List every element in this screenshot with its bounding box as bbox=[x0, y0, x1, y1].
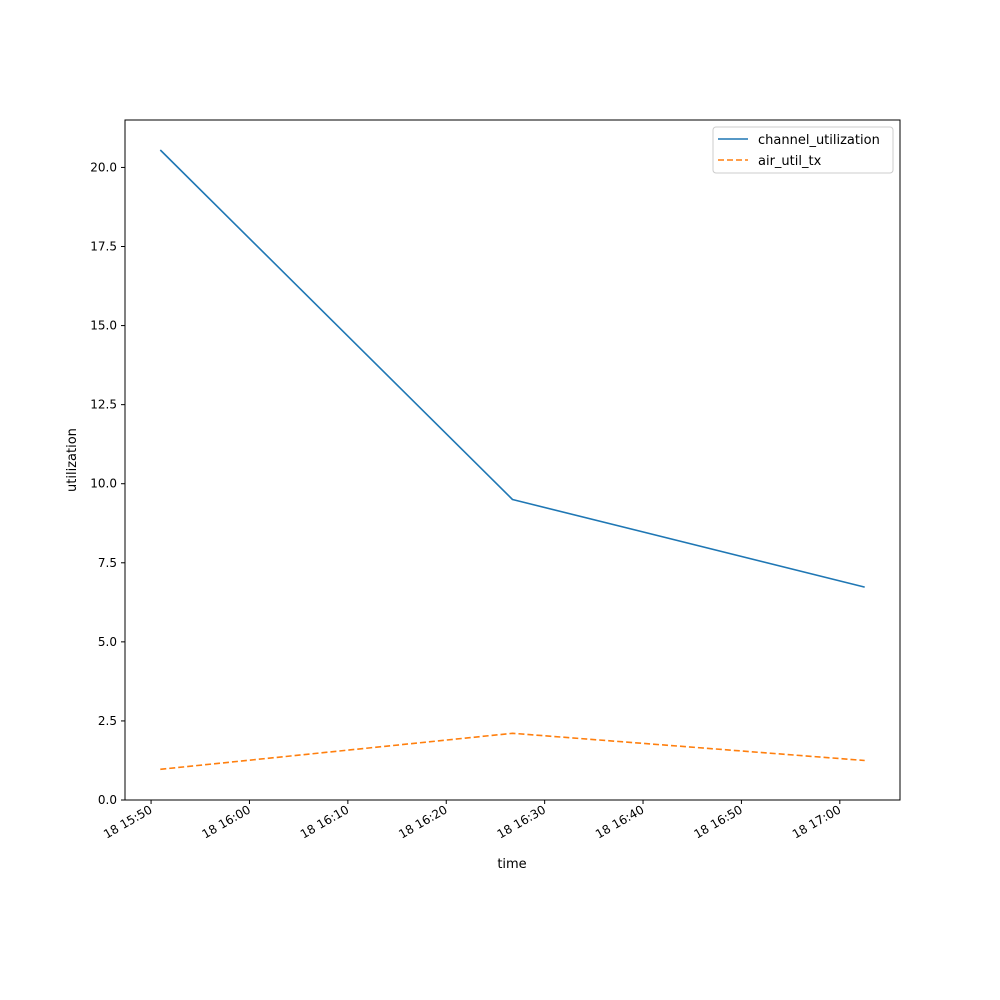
legend-label: air_util_tx bbox=[758, 154, 822, 169]
y-tick-label: 2.5 bbox=[98, 714, 117, 728]
y-tick-label: 5.0 bbox=[98, 635, 117, 649]
y-tick-label: 20.0 bbox=[90, 160, 117, 174]
y-tick-label: 0.0 bbox=[98, 793, 117, 807]
y-axis: 0.0 2.5 5.0 7.5 10.0 12.5 15.0 17.5 20.0 bbox=[90, 160, 125, 807]
series-line-air-util-tx bbox=[160, 732, 865, 771]
y-tick-label: 12.5 bbox=[90, 398, 117, 412]
series-line-channel-utilization bbox=[159, 149, 865, 588]
legend-box bbox=[712, 126, 894, 174]
series-layer bbox=[159, 149, 865, 771]
legend: channel_utilization air_util_tx bbox=[712, 126, 894, 174]
y-tick-label: 17.5 bbox=[90, 240, 117, 254]
y-tick-label: 15.0 bbox=[90, 319, 117, 333]
y-tick-label: 10.0 bbox=[90, 477, 117, 491]
legend-label: channel_utilization bbox=[758, 133, 880, 148]
plot-frame bbox=[124, 119, 901, 801]
y-axis-title: utilization bbox=[65, 428, 80, 492]
x-axis-title: time bbox=[497, 857, 526, 872]
y-tick-label: 7.5 bbox=[98, 556, 117, 570]
